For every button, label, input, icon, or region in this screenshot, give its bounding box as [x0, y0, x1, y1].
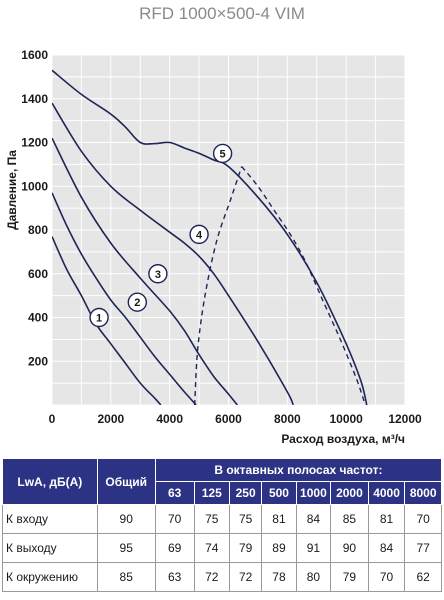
series-line-2 — [52, 192, 197, 405]
x-tick-label: 0 — [49, 412, 56, 426]
y-tick-label: 600 — [28, 267, 48, 281]
table-cell: 63 — [154, 562, 195, 592]
band-header: 1000 — [295, 481, 332, 505]
band-header: 250 — [228, 481, 263, 505]
table-row: К входу 90 70 75 75 81 84 85 81 70 — [2, 504, 442, 534]
table-cell: 85 — [96, 562, 156, 592]
y-tick-label: 1600 — [21, 48, 48, 62]
band-header: 500 — [261, 481, 297, 505]
table-cell: 62 — [404, 562, 442, 592]
row-label: К выходу — [2, 533, 98, 563]
curve-marker-label: 2 — [134, 297, 140, 309]
y-tick-label: 800 — [28, 223, 48, 237]
series-line-3 — [52, 137, 238, 405]
x-tick-label: 2000 — [97, 412, 124, 426]
table-row: К окружению 85 63 72 72 78 80 79 70 62 — [2, 562, 442, 592]
row-label: К окружению — [2, 562, 98, 592]
band-header: 63 — [154, 481, 195, 505]
curve-marker-label: 1 — [96, 313, 102, 325]
table-cell: 79 — [228, 533, 263, 563]
curve-marker-label: 5 — [220, 148, 226, 160]
table-cell: 72 — [193, 562, 230, 592]
table-cell: 78 — [261, 562, 297, 592]
curve-marker-label: 3 — [155, 269, 161, 281]
y-axis-label: Давление, Па — [5, 150, 19, 230]
x-tick-label: 4000 — [156, 412, 183, 426]
table-cell: 89 — [261, 533, 297, 563]
row-label: К входу — [2, 504, 98, 534]
table-cell: 81 — [261, 504, 297, 534]
table-cell: 79 — [330, 562, 369, 592]
curve-marker-circle — [189, 224, 209, 245]
y-tick-label: 400 — [28, 311, 48, 325]
curve-marker-label: 4 — [196, 229, 203, 241]
curve-marker-circle — [212, 143, 233, 164]
table-cell: 75 — [193, 504, 230, 534]
table-cell: 74 — [193, 533, 230, 563]
x-tick-label: 12000 — [388, 412, 422, 426]
chart-title: RFD 1000×500-4 VIM — [139, 4, 305, 23]
table-header-lwa: LwA, дБ(A) — [2, 458, 98, 505]
y-tick-label: 1400 — [21, 92, 48, 106]
table-cell: 95 — [96, 533, 156, 563]
band-header: 2000 — [330, 481, 369, 505]
table-cell: 70 — [154, 504, 195, 534]
x-tick-label: 8000 — [274, 412, 301, 426]
x-axis-label: Расход воздуха, м³/ч — [281, 432, 405, 446]
table-row: К выходу 95 69 74 79 89 91 90 84 77 — [2, 533, 442, 563]
table-cell: 77 — [404, 533, 442, 563]
boundary-dashed-line — [194, 166, 243, 405]
series-line-4 — [52, 102, 294, 405]
table-cell: 84 — [295, 504, 332, 534]
chart-plot: 200 400 600 800 1000 1200 1400 1600 0 2000 4000 600… — [5, 48, 422, 446]
table-cell: 80 — [295, 562, 332, 592]
curve-marker-circle — [127, 292, 148, 312]
table-cell: 72 — [228, 562, 263, 592]
table-cell: 75 — [228, 504, 263, 534]
table-cell: 90 — [330, 533, 369, 563]
band-header: 8000 — [404, 481, 442, 505]
series-line-1 — [52, 236, 162, 405]
table-header-bands: В октавных полосах частот: — [154, 458, 443, 482]
x-tick-label: 6000 — [215, 412, 242, 426]
band-header: 125 — [193, 481, 230, 505]
y-tick-label: 200 — [28, 354, 48, 368]
band-header: 4000 — [367, 481, 406, 505]
table-cell: 90 — [96, 504, 156, 534]
table-cell: 69 — [154, 533, 195, 563]
noise-table: LwA, дБ(A) Общий В октавных полосах част… — [2, 458, 443, 592]
y-tick-label: 1000 — [21, 179, 48, 193]
table-cell: 81 — [367, 504, 406, 534]
table-header-total: Общий — [96, 458, 156, 505]
curve-marker-circle — [89, 307, 109, 328]
table-cell: 91 — [295, 533, 332, 563]
y-tick-label: 1200 — [21, 136, 48, 150]
table-cell: 85 — [330, 504, 369, 534]
table-cell: 70 — [367, 562, 406, 592]
curve-marker-circle — [148, 264, 168, 284]
table-cell: 84 — [367, 533, 406, 563]
series-line-5 — [52, 69, 368, 405]
x-tick-label: 10000 — [329, 412, 363, 426]
table-cell: 70 — [404, 504, 442, 534]
